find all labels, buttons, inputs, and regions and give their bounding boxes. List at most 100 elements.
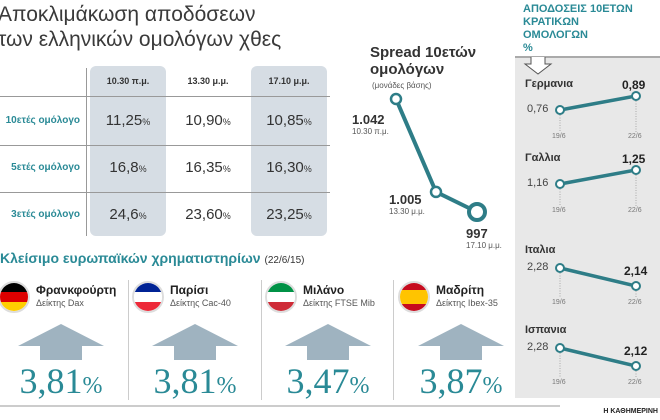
- down-arrow-icon: [523, 57, 553, 75]
- spread-point: [389, 92, 403, 106]
- row-divider: [0, 96, 330, 97]
- row-label: 3ετές ομόλογο: [11, 209, 80, 220]
- spread-time: 10.30 π.μ.: [352, 127, 389, 136]
- market-card: Μαδρίτη Δείκτης Ibex-35 3,87%: [396, 276, 526, 406]
- market-card: Μιλάνο Δείκτης FTSE Mib 3,47%: [263, 276, 393, 406]
- country-name: Γαλλια: [525, 152, 561, 164]
- yield-start-value: 2,28: [527, 341, 549, 353]
- market-city: Φρανκφούρτη: [36, 283, 117, 297]
- cell-unit: %: [222, 164, 231, 174]
- country-name: Ιταλια: [525, 244, 556, 256]
- cell-unit: %: [222, 211, 231, 221]
- up-arrow-icon: [18, 324, 104, 360]
- yield-point: [631, 165, 641, 175]
- highlight-column-3: [251, 66, 327, 236]
- cell-value: 16,30: [266, 159, 304, 176]
- footer-line: [0, 405, 560, 407]
- flag-icon: [265, 281, 297, 313]
- cell-unit: %: [222, 117, 231, 127]
- table-cell: 23,25%: [249, 206, 329, 223]
- highlight-column-1: [90, 66, 166, 236]
- spread-point: [467, 202, 487, 222]
- table-cell: 10,85%: [249, 112, 329, 129]
- market-change: 3,81%: [0, 360, 126, 402]
- table-cell: 11,25%: [88, 112, 168, 129]
- change-unit: %: [349, 373, 370, 399]
- market-city: Μιλάνο: [303, 283, 345, 297]
- yield-point: [631, 281, 641, 291]
- country-name: Γερμανια: [525, 78, 574, 90]
- market-card: Παρίσι Δείκτης Cac-40 3,81%: [130, 276, 260, 406]
- yield-point: [555, 343, 565, 353]
- change-unit: %: [82, 373, 103, 399]
- card-divider: [393, 280, 394, 400]
- yield-point: [631, 91, 641, 101]
- cell-unit: %: [138, 164, 147, 174]
- date-label: 22/6: [628, 133, 642, 140]
- cell-unit: %: [303, 211, 312, 221]
- change-value: 3,81: [153, 361, 217, 401]
- yield-end-value: 2,12: [624, 344, 648, 358]
- spread-value: 997: [466, 226, 488, 241]
- bond-yields-panel: [515, 58, 660, 398]
- date-label: 19/6: [552, 207, 566, 214]
- table-cell: 24,6%: [88, 206, 168, 223]
- cell-unit: %: [303, 117, 312, 127]
- flag-icon: [398, 281, 430, 313]
- table-cell: 16,8%: [88, 159, 168, 176]
- change-value: 3,87: [419, 361, 483, 401]
- spread-value: 1.005: [389, 192, 422, 207]
- market-index: Δείκτης Ibex-35: [436, 298, 498, 308]
- yield-line: [559, 346, 637, 368]
- cell-value: 23,25: [266, 206, 304, 223]
- cell-unit: %: [138, 211, 147, 221]
- country-name: Ισπανια: [525, 324, 567, 336]
- yield-point: [631, 361, 641, 371]
- date-label: 19/6: [552, 299, 566, 306]
- yield-start-value: 1,16: [527, 177, 549, 189]
- date-label: 19/6: [552, 133, 566, 140]
- spread-point: [429, 185, 443, 199]
- date-label: 22/6: [628, 379, 642, 386]
- up-arrow-icon: [152, 324, 238, 360]
- table-header: 17.10 μ.μ.: [268, 76, 310, 86]
- cell-unit: %: [303, 164, 312, 174]
- table-cell: 16,30%: [249, 159, 329, 176]
- newspaper-credit: Η ΚΑΘΗΜΕΡΙΝΗ: [603, 408, 658, 415]
- yield-end-value: 0,89: [622, 78, 646, 92]
- europe-title: Κλείσιμο ευρωπαϊκών χρηματιστηρίων (22/6…: [0, 250, 305, 266]
- yield-start-value: 0,76: [527, 103, 549, 115]
- market-index: Δείκτης FTSE Mib: [303, 298, 375, 308]
- row-label: 10ετές ομόλογο: [5, 115, 80, 126]
- yield-point: [555, 179, 565, 189]
- yield-line: [559, 168, 637, 186]
- cell-value: 24,6: [109, 206, 139, 223]
- change-value: 3,81: [19, 361, 83, 401]
- date-label: 19/6: [552, 379, 566, 386]
- market-index: Δείκτης Cac-40: [170, 298, 231, 308]
- row-label: 5ετές ομόλογο: [11, 162, 80, 173]
- market-change: 3,47%: [263, 360, 393, 402]
- table-header: 13.30 μ.μ.: [187, 76, 229, 86]
- change-value: 3,47: [286, 361, 350, 401]
- yield-line: [559, 266, 637, 288]
- flag-icon: [132, 281, 164, 313]
- cell-value: 10,90: [185, 112, 223, 129]
- market-change: 3,81%: [130, 360, 260, 402]
- card-divider: [261, 280, 262, 400]
- table-cell: 16,35%: [168, 159, 248, 176]
- cell-unit: %: [142, 117, 151, 127]
- market-city: Μαδρίτη: [436, 283, 485, 297]
- spread-time: 13.30 μ.μ.: [389, 207, 425, 216]
- cell-value: 11,25: [105, 112, 143, 129]
- date-label: 22/6: [628, 299, 642, 306]
- yield-point: [555, 105, 565, 115]
- yield-start-value: 2,28: [527, 261, 549, 273]
- table-header: 10.30 π.μ.: [106, 76, 150, 86]
- change-unit: %: [482, 373, 503, 399]
- spread-time: 17.10 μ.μ.: [466, 241, 502, 250]
- row-divider: [0, 192, 330, 193]
- date-label: 22/6: [628, 207, 642, 214]
- spread-value: 1.042: [352, 112, 385, 127]
